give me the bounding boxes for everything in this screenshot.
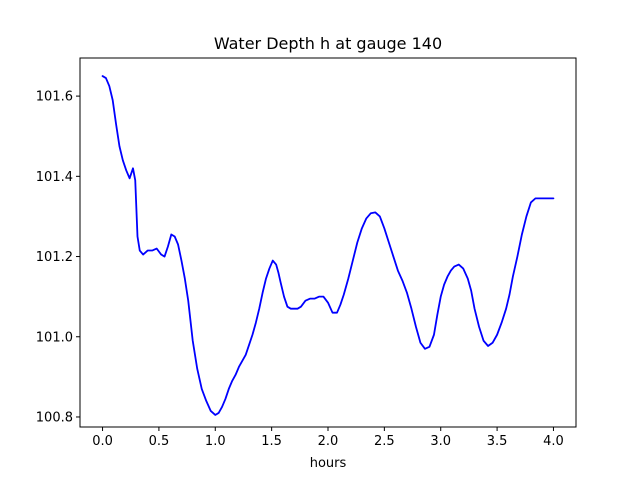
x-tick-label: 1.5 (261, 434, 282, 449)
y-tick-label: 101.0 (36, 330, 73, 345)
y-tick-label: 101.6 (36, 90, 73, 105)
plot-frame (79, 57, 577, 428)
x-tick-label: 2.5 (374, 434, 395, 449)
plot-area: 0.0 0.5 1.0 1.5 2.0 2.5 3.0 3.5 4.0 100.8101.010… (36, 57, 577, 449)
x-tick-label: 2.0 (318, 434, 339, 449)
series-line-0 (101, 75, 555, 416)
y-tick-label: 101.4 (36, 170, 73, 185)
x-tick-label: 0.5 (149, 434, 170, 449)
x-tick-label: 1.0 (205, 434, 226, 449)
x-tick-label: 4.0 (543, 434, 564, 449)
series-layer (101, 75, 555, 416)
y-tick-label: 100.8 (36, 410, 73, 425)
y-axis: 100.8 101.0 101.2 101.4 101.6 (36, 90, 80, 425)
x-axis-label: hours (310, 456, 347, 471)
x-tick-label: 3.0 (430, 434, 451, 449)
x-tick-label: 0.0 (92, 434, 113, 449)
x-axis: 0.0 0.5 1.0 1.5 2.0 2.5 3.0 3.5 4.0 (92, 427, 564, 449)
y-tick-label: 101.2 (36, 250, 73, 265)
x-tick-label: 3.5 (487, 434, 508, 449)
chart-title: Water Depth h at gauge 140 (214, 34, 442, 53)
